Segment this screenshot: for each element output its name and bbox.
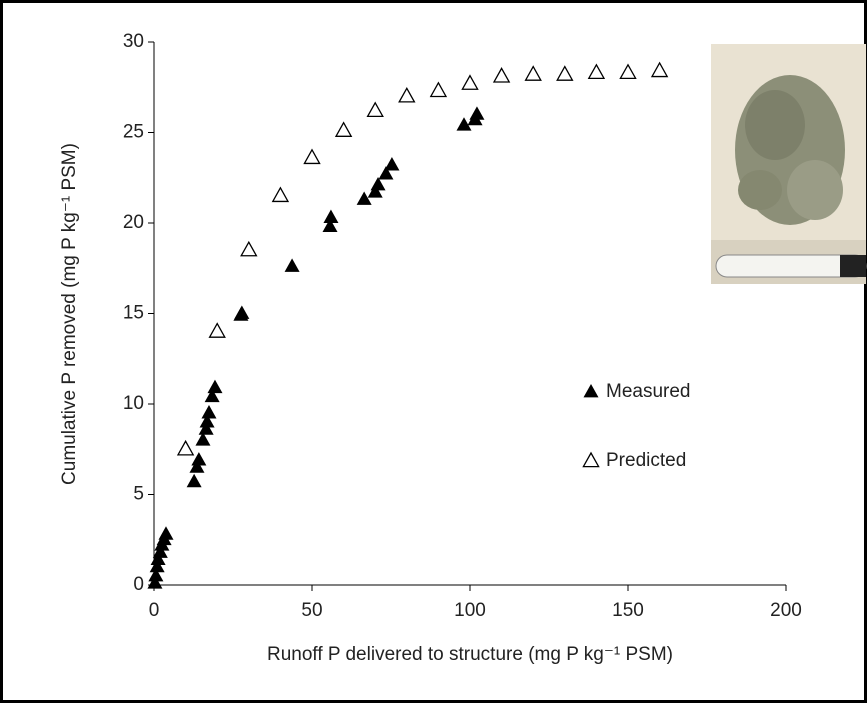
marker (152, 544, 168, 558)
y-tick-label: 30 (123, 31, 144, 52)
x-tick-label: 0 (149, 600, 160, 621)
marker (189, 459, 205, 473)
marker (556, 65, 574, 81)
x-tick-label: 200 (770, 600, 802, 621)
marker (147, 575, 163, 589)
marker (271, 186, 290, 203)
marker (461, 74, 479, 90)
marker (195, 432, 211, 446)
legend-marker (583, 383, 599, 398)
marker (587, 63, 606, 80)
x-tick-label: 50 (301, 600, 322, 621)
marker (204, 388, 220, 403)
marker (198, 421, 214, 435)
marker (384, 157, 400, 171)
y-tick-label: 0 (133, 574, 144, 595)
y-tick-label: 20 (123, 212, 144, 233)
marker (191, 452, 207, 466)
marker (619, 63, 637, 80)
marker (150, 551, 166, 566)
x-axis-label: Runoff P delivered to structure (mg P kg… (267, 644, 673, 665)
marker (378, 166, 394, 180)
y-axis-label: Cumulative P removed (mg P kg⁻¹ PSM) (59, 143, 80, 485)
marker (148, 567, 164, 582)
marker (207, 379, 223, 394)
marker (199, 414, 215, 428)
marker (158, 526, 174, 540)
marker (492, 67, 511, 83)
marker (322, 218, 338, 233)
marker (650, 61, 669, 78)
legend-label: Measured (606, 381, 691, 402)
marker (201, 405, 217, 419)
marker (469, 106, 485, 120)
x-tick-label: 150 (612, 600, 644, 621)
marker (456, 117, 472, 131)
marker (367, 184, 383, 198)
marker (370, 176, 386, 191)
legend-label: Predicted (606, 450, 686, 471)
marker (303, 148, 321, 165)
marker (186, 473, 202, 488)
marker (234, 305, 250, 319)
legend-marker (582, 451, 600, 468)
marker (176, 439, 195, 456)
y-tick-label: 10 (123, 393, 144, 414)
marker (356, 191, 372, 205)
marker (429, 81, 448, 98)
y-tick-label: 25 (123, 122, 144, 143)
marker (149, 558, 165, 573)
marker (398, 86, 416, 103)
x-tick-label: 100 (454, 600, 486, 621)
marker (284, 258, 300, 272)
marker (524, 65, 542, 81)
marker (323, 209, 339, 223)
marker (366, 101, 384, 118)
marker (240, 240, 258, 257)
y-tick-label: 15 (123, 303, 144, 324)
inset-photo (711, 44, 867, 284)
marker (334, 121, 353, 137)
y-tick-label: 5 (133, 484, 144, 505)
marker (208, 322, 226, 338)
